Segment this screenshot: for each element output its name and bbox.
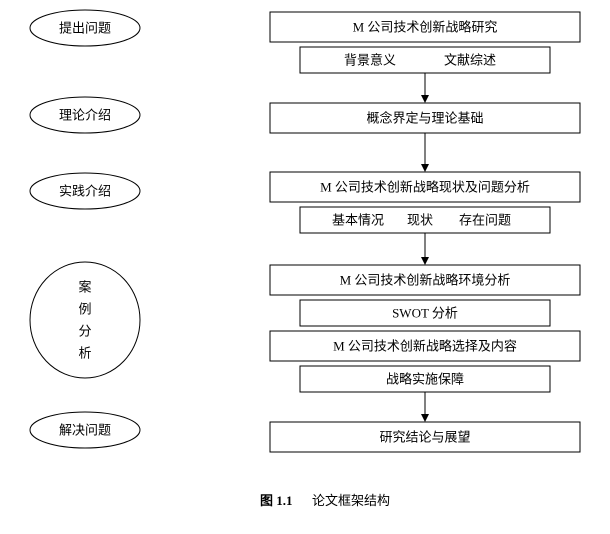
box-b7: SWOT 分析 xyxy=(300,300,550,326)
box-label-b9: 战略实施保障 xyxy=(386,372,464,387)
ellipse-label-e2: 理论介绍 xyxy=(59,108,111,123)
box-b5: 基本情况 现状 存在问题 xyxy=(300,207,550,233)
ellipse-label-e4-line0: 案 xyxy=(78,280,91,295)
ellipse-e5: 解决问题 xyxy=(30,412,140,448)
figure-caption: 图 1.1 论文框架结构 xyxy=(260,493,390,508)
ellipse-label-e4-line3: 析 xyxy=(78,346,91,361)
ellipse-e2: 理论介绍 xyxy=(30,97,140,133)
box-b10: 研究结论与展望 xyxy=(270,422,580,452)
box-b6: M 公司技术创新战略环境分析 xyxy=(270,265,580,295)
box-label-b6: M 公司技术创新战略环境分析 xyxy=(340,273,511,288)
box-label-b7: SWOT 分析 xyxy=(392,306,458,321)
box-label-b5-seg2: 存在问题 xyxy=(459,213,511,228)
box-label-b4: M 公司技术创新战略现状及问题分析 xyxy=(320,180,530,195)
box-label-b2-seg1: 文献综述 xyxy=(444,53,496,68)
box-b4: M 公司技术创新战略现状及问题分析 xyxy=(270,172,580,202)
box-b8: M 公司技术创新战略选择及内容 xyxy=(270,331,580,361)
ellipse-e1: 提出问题 xyxy=(30,10,140,46)
box-label-b3: 概念界定与理论基础 xyxy=(366,111,483,126)
ellipse-label-e5: 解决问题 xyxy=(59,423,111,438)
box-b2: 背景意义 文献综述 xyxy=(300,47,550,73)
box-b9: 战略实施保障 xyxy=(300,366,550,392)
box-label-b5-seg0: 基本情况 xyxy=(332,213,384,228)
box-b1: M 公司技术创新战略研究 xyxy=(270,12,580,42)
box-shape-b2 xyxy=(300,47,550,73)
box-label-b8: M 公司技术创新战略选择及内容 xyxy=(333,339,517,354)
box-label-b1: M 公司技术创新战略研究 xyxy=(353,20,498,35)
ellipse-label-e4-line2: 分 xyxy=(78,324,91,339)
box-label-b10: 研究结论与展望 xyxy=(379,430,470,445)
caption-text: 论文框架结构 xyxy=(312,493,390,508)
ellipse-label-e4-line1: 例 xyxy=(78,302,91,317)
box-label-b5-seg1: 现状 xyxy=(407,213,433,228)
box-label-b2-seg0: 背景意义 xyxy=(344,53,396,68)
box-b3: 概念界定与理论基础 xyxy=(270,103,580,133)
ellipse-label-e3: 实践介绍 xyxy=(59,184,111,199)
ellipse-e3: 实践介绍 xyxy=(30,173,140,209)
ellipse-label-e1: 提出问题 xyxy=(59,21,111,36)
ellipse-e4: 案例分析 xyxy=(30,262,140,378)
caption-prefix: 图 1.1 xyxy=(260,493,293,508)
